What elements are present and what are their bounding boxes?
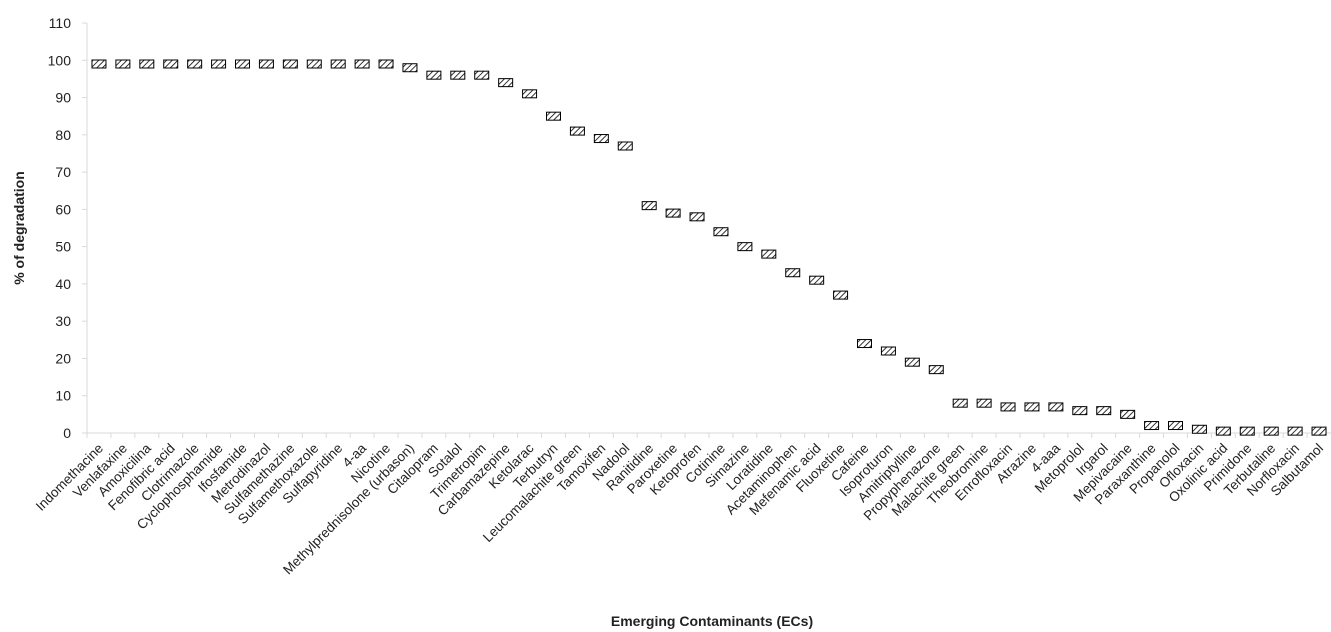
- data-marker: [306, 59, 322, 69]
- data-marker: [737, 242, 753, 252]
- data-marker: [450, 70, 466, 80]
- data-marker: [378, 59, 394, 69]
- data-marker: [976, 398, 992, 408]
- x-axis-label: Emerging Contaminants (ECs): [611, 613, 813, 629]
- data-marker: [1287, 426, 1303, 436]
- data-marker: [761, 249, 777, 259]
- y-tick-label: 30: [55, 313, 71, 329]
- data-marker: [617, 141, 633, 151]
- data-marker: [689, 212, 705, 222]
- data-marker: [1191, 424, 1207, 434]
- data-marker: [546, 111, 561, 121]
- y-axis-label: % of degradation: [11, 171, 27, 285]
- data-marker: [1120, 409, 1136, 419]
- data-marker: [1239, 426, 1255, 436]
- x-tick-labels: IndomethacineVenlafaxineAmoxicilinaFenof…: [33, 440, 1326, 577]
- data-marker: [498, 78, 514, 88]
- data-marker: [880, 346, 896, 356]
- data-marker: [904, 357, 920, 367]
- y-tick-label: 50: [55, 239, 71, 255]
- data-marker: [1311, 426, 1327, 436]
- data-marker: [402, 63, 418, 73]
- y-tick-label: 60: [55, 201, 71, 217]
- data-marker: [952, 398, 968, 408]
- y-tick-label: 10: [55, 388, 71, 404]
- data-marker: [354, 59, 370, 69]
- data-marker: [1263, 426, 1279, 436]
- data-marker: [187, 59, 203, 69]
- data-marker: [857, 339, 872, 349]
- data-marker: [1000, 402, 1016, 412]
- data-marker: [569, 126, 585, 136]
- y-tick-label: 70: [55, 164, 71, 180]
- data-marker: [235, 59, 250, 69]
- data-marker: [474, 70, 490, 80]
- data-marker: [713, 227, 729, 237]
- data-marker: [1144, 421, 1160, 431]
- data-marker: [593, 134, 609, 144]
- data-marker: [426, 70, 442, 80]
- y-tick-labels: 0 10 20 30 40 50 60 70 80 90 100 110: [48, 15, 72, 441]
- data-marker: [809, 275, 825, 285]
- data-marker: [1096, 406, 1112, 416]
- data-marker: [1168, 421, 1183, 431]
- y-tick-label: 40: [55, 276, 71, 292]
- y-tick-label: 90: [55, 90, 71, 106]
- data-marker: [1024, 402, 1040, 412]
- data-marker: [211, 59, 227, 69]
- data-marker: [665, 208, 681, 218]
- data-marker: [1072, 406, 1088, 416]
- data-marker: [928, 365, 944, 375]
- data-marker: [330, 59, 346, 69]
- data-marker: [785, 268, 801, 278]
- y-tick-label: 80: [55, 127, 71, 143]
- data-marker: [833, 290, 849, 300]
- data-marker: [641, 201, 657, 211]
- data-markers: [91, 59, 1327, 436]
- y-tick-label: 110: [49, 15, 72, 31]
- axes: [82, 22, 1331, 438]
- data-marker: [91, 59, 107, 69]
- y-tick-label: 100: [48, 52, 72, 68]
- data-marker: [163, 59, 179, 69]
- data-marker: [1215, 426, 1231, 436]
- data-marker: [258, 59, 274, 69]
- y-tick-label: 0: [63, 425, 71, 441]
- data-marker: [522, 89, 538, 99]
- y-tick-label: 20: [55, 350, 71, 366]
- data-marker: [282, 59, 298, 69]
- data-marker: [115, 59, 131, 69]
- data-marker: [139, 59, 155, 69]
- data-marker: [1048, 402, 1064, 412]
